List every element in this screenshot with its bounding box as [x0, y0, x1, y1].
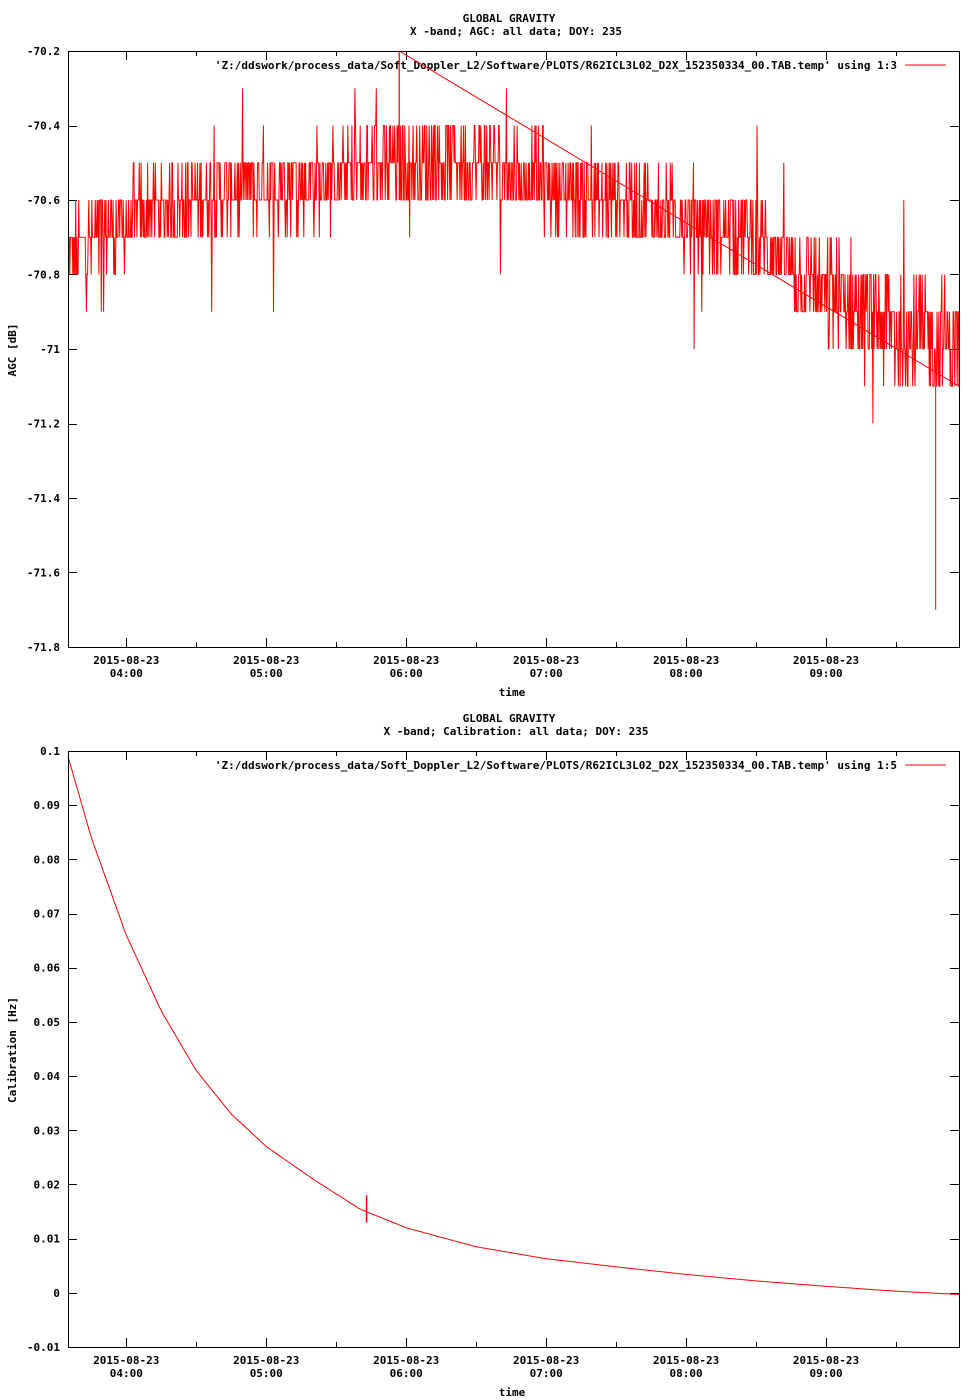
chart-title: GLOBAL GRAVITY — [463, 712, 556, 725]
x-tick-label-date: 2015-08-23 — [653, 654, 719, 667]
chart-title: GLOBAL GRAVITY — [463, 12, 556, 25]
y-tick-label: 0.05 — [34, 1016, 61, 1029]
agc-chart: GLOBAL GRAVITY X -band; AGC: all data; D… — [6, 12, 960, 699]
x-tick-label-date: 2015-08-23 — [653, 1354, 719, 1367]
y-tick-label: 0.1 — [40, 745, 60, 758]
x-tick-label-time: 07:00 — [530, 667, 563, 680]
x-tick-label-date: 2015-08-23 — [93, 654, 159, 667]
y-tick-label: -71 — [40, 343, 60, 356]
x-tick-label-date: 2015-08-23 — [373, 654, 439, 667]
plot-frame — [68, 51, 960, 648]
x-tick-label-date: 2015-08-23 — [513, 1354, 579, 1367]
x-tick-label-time: 09:00 — [809, 1367, 842, 1380]
x-tick-label-time: 06:00 — [390, 667, 423, 680]
x-tick-label-date: 2015-08-23 — [793, 1354, 859, 1367]
x-tick-label-time: 08:00 — [670, 667, 703, 680]
y-ticks: -70.2 -70.4 -70.6 -70.8 -71 -71.2 -71.4 -71.6 -7… — [27, 45, 959, 654]
x-tick-label-date: 2015-08-23 — [233, 654, 299, 667]
series-line — [68, 50, 960, 424]
x-tick-label-time: 04:00 — [110, 667, 143, 680]
legend-label: 'Z:/ddswork/process_data/Soft_Doppler_L2… — [215, 59, 897, 72]
y-tick-label: -70.4 — [27, 120, 60, 133]
y-tick-label: 0 — [53, 1287, 60, 1300]
y-tick-label: -71.4 — [27, 492, 60, 505]
y-tick-label: 0.01 — [34, 1233, 61, 1246]
y-tick-label: -0.01 — [27, 1341, 60, 1354]
x-tick-label-time: 05:00 — [250, 1367, 283, 1380]
y-tick-label: 0.02 — [34, 1178, 61, 1191]
calibration-chart: GLOBAL GRAVITY X -band; Calibration: all… — [6, 712, 960, 1399]
legend-label: 'Z:/ddswork/process_data/Soft_Doppler_L2… — [215, 759, 897, 772]
x-tick-label-time: 06:00 — [390, 1367, 423, 1380]
x-tick-label-date: 2015-08-23 — [513, 654, 579, 667]
y-tick-label: 0.03 — [34, 1124, 61, 1137]
x-ticks: 2015-08-2304:002015-08-2305:002015-08-23… — [93, 751, 897, 1380]
y-tick-label: 0.07 — [34, 908, 61, 921]
y-axis-label: AGC [dB] — [6, 324, 19, 377]
y-tick-label: -70.8 — [27, 269, 60, 282]
x-axis-label: time — [499, 686, 526, 699]
y-tick-label: 0.08 — [34, 853, 61, 866]
y-tick-label: -70.6 — [27, 194, 60, 207]
chart-subtitle: X -band; Calibration: all data; DOY: 235 — [384, 725, 649, 738]
y-axis-label: Calibration [Hz] — [6, 997, 19, 1103]
y-ticks: 0.1 0.09 0.08 0.07 0.06 0.05 0.04 0.03 0.02 0.01 0… — [27, 745, 959, 1354]
y-tick-label: 0.06 — [34, 962, 61, 975]
x-tick-label-date: 2015-08-23 — [793, 654, 859, 667]
y-tick-label: -70.2 — [27, 45, 60, 58]
x-tick-label-time: 04:00 — [110, 1367, 143, 1380]
y-tick-label: -71.6 — [27, 567, 60, 580]
plot-area — [68, 50, 960, 610]
plot-frame — [68, 751, 960, 1348]
chart-subtitle: X -band; AGC: all data; DOY: 235 — [410, 25, 622, 38]
x-axis-label: time — [499, 1386, 526, 1399]
x-tick-label-time: 08:00 — [670, 1367, 703, 1380]
series-line — [67, 756, 959, 1295]
x-tick-label-time: 09:00 — [809, 667, 842, 680]
plot-area — [67, 756, 959, 1295]
y-tick-label: -71.8 — [27, 641, 60, 654]
y-tick-label: 0.09 — [34, 799, 61, 812]
x-tick-label-date: 2015-08-23 — [93, 1354, 159, 1367]
x-ticks: 2015-08-2304:002015-08-2305:002015-08-23… — [93, 51, 897, 680]
x-tick-label-time: 05:00 — [250, 667, 283, 680]
x-tick-label-date: 2015-08-23 — [233, 1354, 299, 1367]
x-tick-label-time: 07:00 — [530, 1367, 563, 1380]
y-tick-label: 0.04 — [34, 1070, 61, 1083]
y-tick-label: -71.2 — [27, 418, 60, 431]
x-tick-label-date: 2015-08-23 — [373, 1354, 439, 1367]
